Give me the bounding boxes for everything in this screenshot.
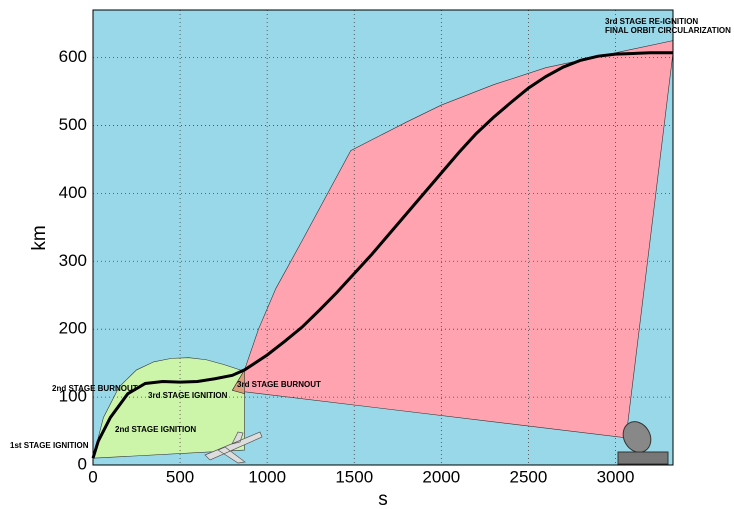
antenna-base <box>618 452 668 464</box>
x-axis-label: s <box>378 489 388 509</box>
annotation: 3rd STAGE BURNOUT <box>237 380 321 389</box>
x-tick-label: 1500 <box>335 467 373 486</box>
x-tick-label: 0 <box>88 467 97 486</box>
annotation: FINAL ORBIT CIRCULARIZATION <box>605 26 731 35</box>
y-tick-label: 0 <box>78 454 87 473</box>
y-tick-label: 600 <box>59 47 87 66</box>
annotation: 2nd STAGE IGNITION <box>115 425 196 434</box>
annotation: 3rd STAGE RE-IGNITION <box>605 17 698 26</box>
y-tick-label: 400 <box>59 183 87 202</box>
x-tick-label: 1000 <box>248 467 286 486</box>
x-tick-label: 3000 <box>597 467 635 486</box>
x-tick-label: 500 <box>166 467 194 486</box>
y-tick-label: 200 <box>59 319 87 338</box>
y-axis-label: km <box>29 225 50 250</box>
chart: s km 05001000150020002500300001002003004… <box>0 0 734 509</box>
annotation: 2nd STAGE BURNOUT <box>52 384 138 393</box>
annotation: 1st STAGE IGNITION <box>10 441 89 450</box>
y-tick-label: 300 <box>59 251 87 270</box>
x-tick-label: 2500 <box>510 467 548 486</box>
y-tick-label: 500 <box>59 115 87 134</box>
annotation: 3rd STAGE IGNITION <box>148 391 228 400</box>
x-tick-label: 2000 <box>422 467 460 486</box>
